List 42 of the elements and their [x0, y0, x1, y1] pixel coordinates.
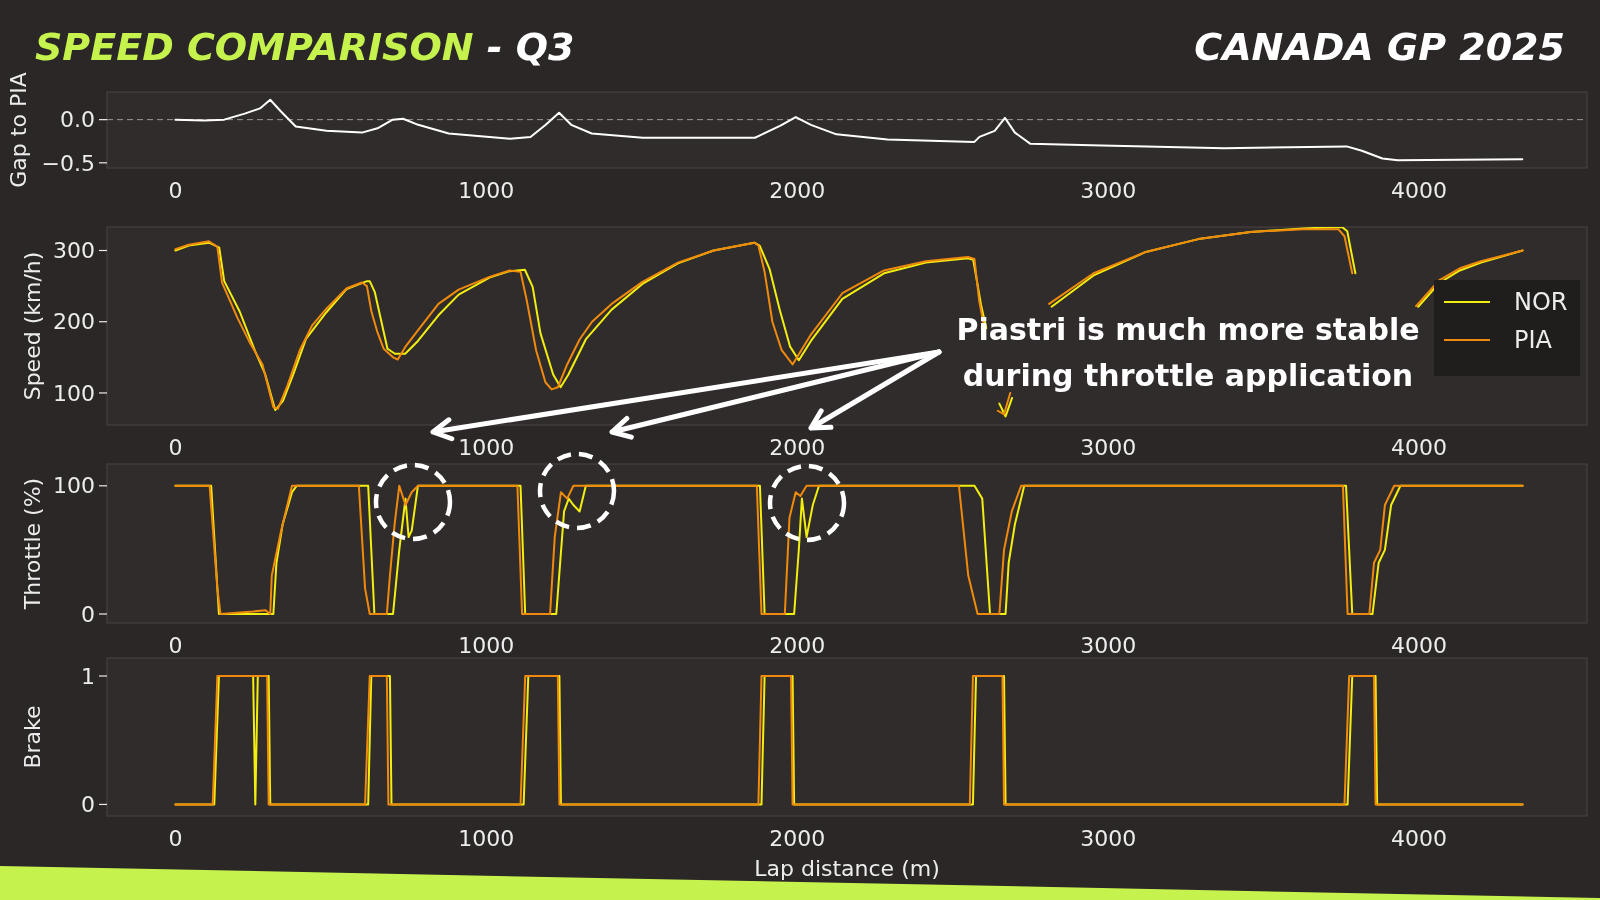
chart-subtitle: - Q3	[473, 25, 575, 69]
x-tick-label: 0	[168, 435, 183, 460]
x-tick-label: 2000	[769, 633, 826, 658]
x-tick-label: 4000	[1391, 633, 1448, 658]
y-tick-label: 100	[53, 380, 95, 406]
y-tick-label: 300	[53, 238, 95, 264]
x-tick-label: 3000	[1080, 435, 1137, 460]
y-tick-label: 100	[53, 473, 95, 499]
x-axis-title: Lap distance (m)	[754, 856, 940, 881]
x-tick-label: 0	[168, 633, 183, 658]
text: CANADA GP 2025	[1194, 25, 1565, 69]
x-tick-label: 0	[168, 826, 183, 851]
y-axis-title: Throttle (%)	[20, 477, 45, 611]
annotation: Piastri is much more stable during throttle application	[956, 312, 1420, 393]
legend-label: PIA	[1514, 326, 1553, 355]
x-tick-label: 1000	[458, 435, 515, 460]
x-tick-label: 2000	[769, 435, 826, 460]
x-tick-label: 3000	[1080, 178, 1137, 203]
y-tick-label: 200	[53, 309, 95, 335]
y-tick-label: 0	[81, 792, 95, 818]
x-tick-label: 4000	[1391, 178, 1448, 203]
y-tick-label: 0	[81, 601, 95, 627]
x-tick-label: 4000	[1391, 435, 1448, 460]
x-tick-label: 1000	[458, 178, 515, 203]
x-tick-label: 2000	[769, 178, 826, 203]
x-tick-label: 0	[168, 178, 183, 203]
x-tick-label: 3000	[1080, 633, 1137, 658]
legend-label: NOR	[1514, 288, 1568, 317]
y-tick-label: 0.0	[60, 107, 95, 133]
line-series	[174, 484, 1524, 616]
y-tick-label: 1	[81, 663, 95, 689]
x-tick-label: 1000	[458, 826, 515, 851]
x-tick-label: 1000	[458, 633, 515, 658]
y-axis-title: Speed (km/h)	[20, 251, 45, 401]
x-tick-label: 4000	[1391, 826, 1448, 851]
x-tick-label: 3000	[1080, 826, 1137, 851]
y-axis-title: Gap to PIA	[6, 72, 31, 188]
y-tick-label: −0.5	[41, 150, 95, 176]
x-tick-label: 2000	[769, 826, 826, 851]
line-series	[174, 98, 1524, 162]
y-axis-title: Brake	[20, 705, 45, 769]
chart-title: SPEED COMPARISON	[35, 25, 474, 69]
